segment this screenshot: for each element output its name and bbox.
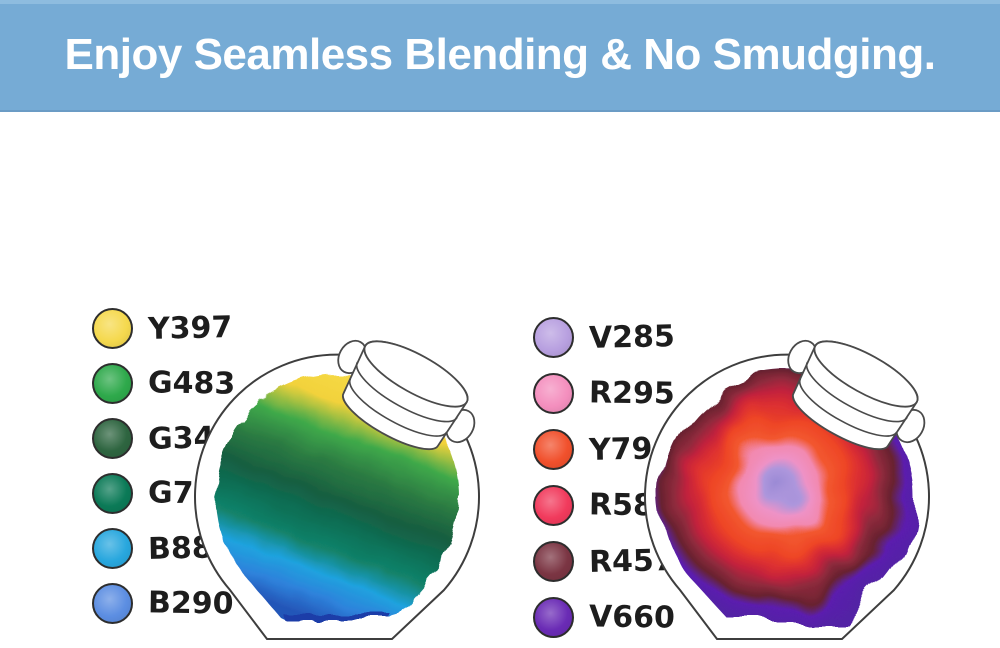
promo-banner: Enjoy Seamless Blending & No Smudging. — [0, 0, 1000, 112]
color-swatch — [92, 528, 133, 569]
left-color-palette: Y397 G483 G345 G750 B883 B290 — [92, 301, 236, 631]
color-swatch — [533, 484, 574, 526]
swatch-row: R585 — [533, 477, 675, 533]
color-swatch — [533, 540, 574, 582]
color-swatch — [92, 308, 133, 349]
color-swatch — [533, 316, 574, 358]
color-swatch — [92, 473, 133, 514]
lid-ridge — [349, 378, 448, 437]
swatch-row: V660 — [533, 589, 675, 645]
swatch-row: V285 — [533, 309, 675, 365]
lid-ridge — [805, 361, 908, 423]
banner-top-strip — [0, 0, 1000, 4]
lid-ridge — [799, 378, 898, 437]
swatch-row: G345 — [92, 411, 236, 466]
lid-top — [363, 340, 469, 408]
swatch-row: B290 — [92, 576, 235, 631]
lid-top — [813, 340, 919, 408]
right-jar-illustration — [644, 339, 930, 640]
swatch-row: R457 — [533, 533, 675, 589]
lid-ridge — [355, 361, 458, 423]
color-swatch — [92, 363, 133, 404]
swatch-row: Y794 — [533, 421, 675, 477]
swatch-row: G483 — [92, 356, 235, 411]
left-jar-illustration — [194, 339, 480, 640]
swatch-row: B883 — [92, 521, 235, 576]
banner-title: Enjoy Seamless Blending & No Smudging. — [64, 30, 936, 79]
jar-lid — [337, 339, 476, 451]
color-swatch — [92, 418, 133, 459]
jar-lid — [787, 339, 926, 451]
swatch-row: G750 — [92, 466, 235, 521]
color-swatch — [533, 596, 574, 638]
color-swatch — [533, 428, 574, 470]
swatch-row: Y397 — [92, 301, 235, 356]
color-swatch — [533, 372, 574, 414]
color-swatch — [92, 583, 133, 624]
right-color-palette: V285 R295 Y794 R585 R457 V660 — [533, 309, 675, 645]
swatch-row: R295 — [533, 365, 675, 421]
